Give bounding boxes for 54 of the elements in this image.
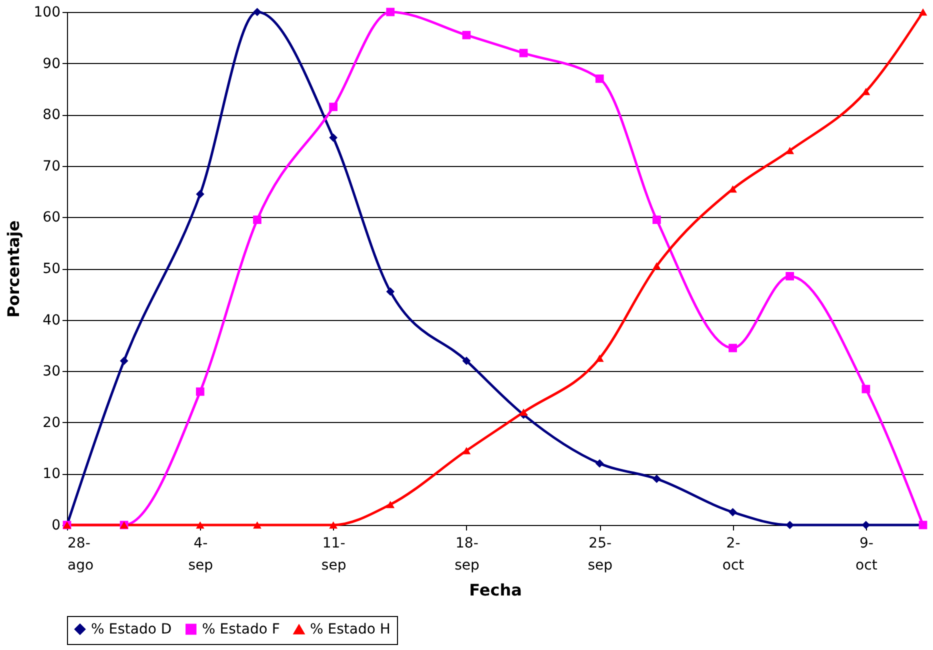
point	[652, 216, 661, 224]
legend-label: % Estado H	[310, 622, 390, 638]
point	[329, 134, 338, 142]
point	[728, 508, 737, 516]
point	[595, 354, 604, 362]
point	[786, 146, 794, 154]
point	[786, 272, 794, 280]
point	[652, 474, 661, 484]
y-tick-label: 50	[42, 261, 60, 277]
x-tick-label: 11- sep	[321, 536, 346, 574]
point	[386, 287, 395, 296]
y-tick-label: 0	[52, 518, 60, 534]
point	[253, 8, 262, 16]
point	[728, 344, 737, 352]
y-tick-label: 80	[42, 107, 60, 124]
y-tick-label: 40	[42, 312, 60, 328]
point	[386, 500, 395, 508]
point	[862, 384, 870, 394]
point	[253, 216, 262, 224]
point	[196, 387, 204, 396]
legend-label: % Estado F	[202, 621, 280, 638]
y-tick-label: 90	[42, 56, 60, 72]
y-axis-title: Porcentaje	[4, 220, 23, 318]
x-tick-label: 2- oct	[722, 536, 745, 574]
point	[462, 30, 471, 40]
point	[386, 8, 395, 16]
point	[519, 408, 528, 416]
point	[120, 356, 128, 366]
x-tick-label: 4- sep	[188, 536, 214, 574]
point	[196, 190, 204, 198]
y-tick-label: 100	[34, 4, 60, 20]
y-tick-label: 60	[42, 210, 60, 226]
point	[918, 8, 928, 16]
x-tick-label: 25- sep	[588, 536, 613, 574]
y-tick-label: 70	[42, 158, 60, 174]
point	[329, 521, 338, 529]
point	[595, 459, 604, 468]
y-tick-label: 10	[42, 466, 60, 482]
point	[519, 48, 528, 58]
point	[196, 521, 204, 529]
point	[329, 102, 338, 112]
point	[253, 521, 262, 529]
point	[652, 262, 661, 270]
x-axis-title: Fecha	[469, 580, 522, 600]
legend-label: % Estado D	[91, 621, 172, 638]
point	[462, 356, 471, 366]
y-tick-label: 30	[42, 364, 60, 380]
point	[462, 446, 471, 454]
x-tick-label: 28- ago	[68, 536, 94, 574]
x-tick-label: 18- sep	[454, 536, 480, 574]
y-tick-label: 20	[42, 414, 60, 431]
x-tick-label: 9- oct	[856, 536, 878, 574]
point	[862, 88, 870, 96]
point	[595, 74, 604, 83]
